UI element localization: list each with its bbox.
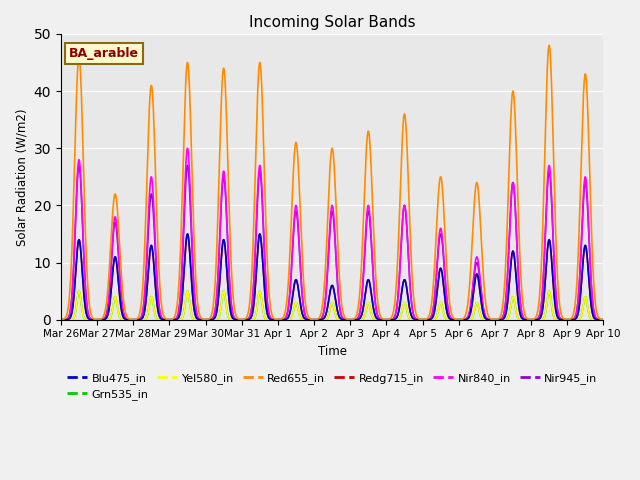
Blu475_in xyxy=(598,317,605,323)
Line: Yel580_in: Yel580_in xyxy=(61,291,604,320)
Title: Incoming Solar Bands: Incoming Solar Bands xyxy=(249,15,415,30)
Nir840_in xyxy=(484,316,492,322)
Redg715_in xyxy=(57,317,65,323)
Yel580_in xyxy=(173,317,181,323)
Blu475_in xyxy=(184,231,191,237)
Red655_in xyxy=(598,317,605,323)
Blu475_in xyxy=(173,316,180,322)
Nir840_in xyxy=(260,239,268,244)
Blu475_in xyxy=(484,317,492,323)
Red655_in xyxy=(545,43,553,48)
Legend: Blu475_in, Grn535_in, Yel580_in, Red655_in, Redg715_in, Nir840_in, Nir945_in: Blu475_in, Grn535_in, Yel580_in, Red655_… xyxy=(63,368,602,405)
Blu475_in xyxy=(168,317,175,323)
Blu475_in xyxy=(407,312,415,317)
Yel580_in xyxy=(600,317,607,323)
Grn535_in xyxy=(168,317,175,323)
Nir945_in xyxy=(168,317,175,323)
Red655_in xyxy=(484,312,492,317)
Redg715_in xyxy=(600,317,607,323)
Blu475_in xyxy=(57,317,65,323)
Grn535_in xyxy=(484,317,492,323)
Nir840_in xyxy=(184,145,191,151)
Nir945_in xyxy=(75,163,83,168)
Yel580_in xyxy=(484,317,492,323)
Line: Redg715_in: Redg715_in xyxy=(61,234,604,320)
Grn535_in xyxy=(260,312,268,318)
Nir840_in xyxy=(57,317,65,323)
Red655_in xyxy=(57,317,65,323)
Nir945_in xyxy=(260,242,268,248)
Line: Nir945_in: Nir945_in xyxy=(61,166,604,320)
Nir945_in xyxy=(57,317,65,323)
Line: Nir840_in: Nir840_in xyxy=(61,148,604,320)
Red655_in xyxy=(407,248,415,253)
Nir840_in xyxy=(600,317,607,323)
Redg715_in xyxy=(260,280,268,286)
Redg715_in xyxy=(484,317,492,323)
Redg715_in xyxy=(184,231,191,237)
Nir840_in xyxy=(168,317,175,323)
Red655_in xyxy=(260,154,268,160)
Nir945_in xyxy=(173,314,181,320)
Line: Blu475_in: Blu475_in xyxy=(61,234,604,320)
Grn535_in xyxy=(407,317,415,323)
Yel580_in xyxy=(168,317,175,323)
Redg715_in xyxy=(598,317,605,323)
Blu475_in xyxy=(346,317,354,323)
Grn535_in xyxy=(75,288,83,294)
Yel580_in xyxy=(57,317,65,323)
Red655_in xyxy=(168,317,175,323)
Text: BA_arable: BA_arable xyxy=(69,47,139,60)
Blu475_in xyxy=(260,280,268,286)
Nir945_in xyxy=(600,317,607,323)
Line: Grn535_in: Grn535_in xyxy=(61,291,604,320)
Yel580_in xyxy=(75,288,83,294)
Redg715_in xyxy=(173,316,180,322)
Y-axis label: Solar Radiation (W/m2): Solar Radiation (W/m2) xyxy=(15,108,28,246)
Yel580_in xyxy=(407,317,415,323)
Nir945_in xyxy=(598,317,605,323)
Yel580_in xyxy=(598,317,605,323)
Nir840_in xyxy=(598,317,605,323)
Grn535_in xyxy=(173,317,181,323)
Blu475_in xyxy=(600,317,607,323)
X-axis label: Time: Time xyxy=(317,345,347,358)
Nir840_in xyxy=(173,314,180,320)
Grn535_in xyxy=(600,317,607,323)
Red655_in xyxy=(600,317,607,323)
Yel580_in xyxy=(260,312,268,318)
Nir945_in xyxy=(484,316,492,322)
Redg715_in xyxy=(346,317,354,323)
Grn535_in xyxy=(57,317,65,323)
Line: Red655_in: Red655_in xyxy=(61,46,604,320)
Nir840_in xyxy=(407,294,415,300)
Redg715_in xyxy=(407,312,415,317)
Red655_in xyxy=(173,303,180,309)
Grn535_in xyxy=(598,317,605,323)
Nir945_in xyxy=(407,294,415,300)
Redg715_in xyxy=(168,317,175,323)
